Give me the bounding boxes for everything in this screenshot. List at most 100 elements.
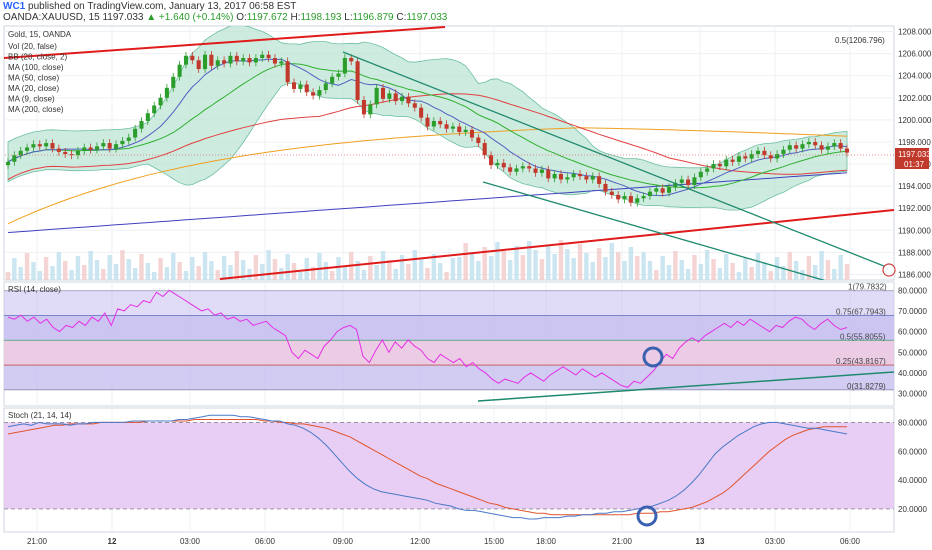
volume-bar [50, 266, 55, 280]
candle-body [380, 87, 386, 99]
time-axis[interactable]: 21:00 12 03:00 06:00 09:00 12:00 15:00 18:00 21:… [27, 537, 861, 546]
candle-body [546, 169, 551, 179]
candle-body [609, 191, 614, 195]
volume-bar [768, 271, 773, 280]
green-trendline-upper[interactable] [342, 51, 894, 271]
volume-bar [310, 267, 316, 280]
rsi-fib-label-05: 0.5(55.8055) [840, 332, 886, 341]
rsi-y-axis[interactable]: 80.0000 70.0000 60.0000 50.0000 40.0000 30.00… [898, 286, 927, 398]
volume-bar [329, 271, 335, 280]
candle-body [18, 150, 23, 156]
volume-bar [628, 247, 634, 280]
candle-body [88, 147, 93, 150]
volume-bar [183, 271, 189, 280]
candle-body [698, 171, 703, 178]
volume-bar [724, 254, 729, 280]
stoch-y-axis[interactable]: 80.0000 60.0000 40.0000 20.0000 [898, 418, 927, 514]
candle-body [654, 188, 659, 192]
volume-bar [762, 262, 767, 280]
candle-body [177, 64, 182, 77]
candle-body [374, 87, 379, 105]
volume-bar [253, 255, 259, 280]
candle-body [425, 117, 430, 127]
scroll-to-realtime-button[interactable] [882, 263, 896, 277]
publish-line: WC1 published on TradingView.com, Januar… [3, 1, 296, 12]
volume-bar [533, 250, 538, 280]
volume-bar [463, 243, 468, 280]
rsi-fib-zone-lower [4, 340, 894, 366]
price-tick-label: 1192.000 [898, 204, 931, 213]
candle-body [794, 145, 799, 149]
countdown-tag-bg [895, 159, 929, 169]
volume-bar [819, 251, 824, 280]
volume-bar [368, 256, 373, 280]
candle-body [533, 168, 538, 173]
rsi-panel-title: RSI (14, close) [8, 285, 61, 294]
volume-bar [221, 256, 227, 280]
candle-body [806, 141, 811, 145]
candle-body [323, 83, 328, 91]
time-tick-label: 21:00 [612, 537, 633, 546]
indicator-label: BB (20, close, 2) [8, 53, 67, 62]
stoch-tick-label: 60.0000 [898, 447, 927, 456]
ma-20-line [7, 63, 848, 189]
volume-bar [609, 243, 615, 280]
candle-body [736, 156, 741, 162]
volume-bar [622, 261, 627, 280]
candle-body [768, 155, 773, 159]
price-tick-label: 1190.000 [898, 226, 931, 235]
candle-body [463, 129, 468, 133]
candle-body [457, 126, 462, 133]
volume-bar [56, 252, 62, 280]
indicator-label: MA (200, close) [8, 105, 64, 114]
price-change: ▲ +1.640 (+0.14%) [146, 12, 234, 23]
time-tick-label: 15:00 [484, 537, 505, 546]
volume-bar [209, 261, 214, 280]
candle-body [247, 58, 252, 63]
indicator-label: MA (50, close) [8, 74, 59, 83]
volume-bar [260, 264, 265, 280]
volume-bar [660, 256, 665, 280]
lower-red-trendline[interactable] [219, 209, 894, 280]
candle-body [209, 54, 214, 66]
green-trendline-lower[interactable] [482, 181, 830, 282]
volume-bar [120, 250, 125, 280]
author-name[interactable]: WC1 [3, 1, 26, 12]
candle-body [647, 191, 652, 197]
last-price-tag: 1197.033 [898, 150, 931, 159]
volume-bar [812, 265, 818, 280]
stoch-panel-title: Stoch (21, 14, 14) [8, 411, 72, 420]
volume-bar [692, 255, 697, 280]
candle-body [317, 90, 322, 96]
upper-red-trendline[interactable] [4, 26, 446, 59]
candle-body [501, 162, 506, 168]
time-tick-label: 06:00 [840, 537, 861, 546]
rsi-tick-label: 50.0000 [898, 348, 927, 357]
candle-body [584, 176, 589, 180]
quote-line: OANDA:XAUUSD, 15 1197.033 ▲ +1.640 (+0.1… [3, 12, 447, 23]
candle-body [450, 126, 455, 129]
rsi-trendline[interactable] [477, 371, 894, 402]
candle-body [291, 82, 297, 89]
candle-body [393, 93, 398, 102]
volume-bar [755, 253, 761, 280]
volume-bar [132, 268, 138, 280]
candle-body [387, 93, 392, 99]
volume-bar [177, 262, 182, 280]
candle-body [635, 198, 640, 203]
candle-body [552, 173, 557, 179]
candle-body [94, 146, 100, 150]
volume-bar [285, 254, 290, 280]
candle-body [495, 162, 500, 166]
volume-bar [431, 254, 437, 280]
candle-body [304, 84, 309, 93]
stoch-circle-marker[interactable] [636, 505, 658, 527]
rsi-circle-marker[interactable] [642, 346, 664, 368]
volume-bar [450, 258, 456, 280]
volume-bar [355, 261, 360, 280]
volume-bar [571, 258, 576, 280]
candle-body [12, 155, 17, 162]
volume-bar [565, 249, 570, 280]
price-tick-label: 1204.000 [898, 72, 932, 81]
